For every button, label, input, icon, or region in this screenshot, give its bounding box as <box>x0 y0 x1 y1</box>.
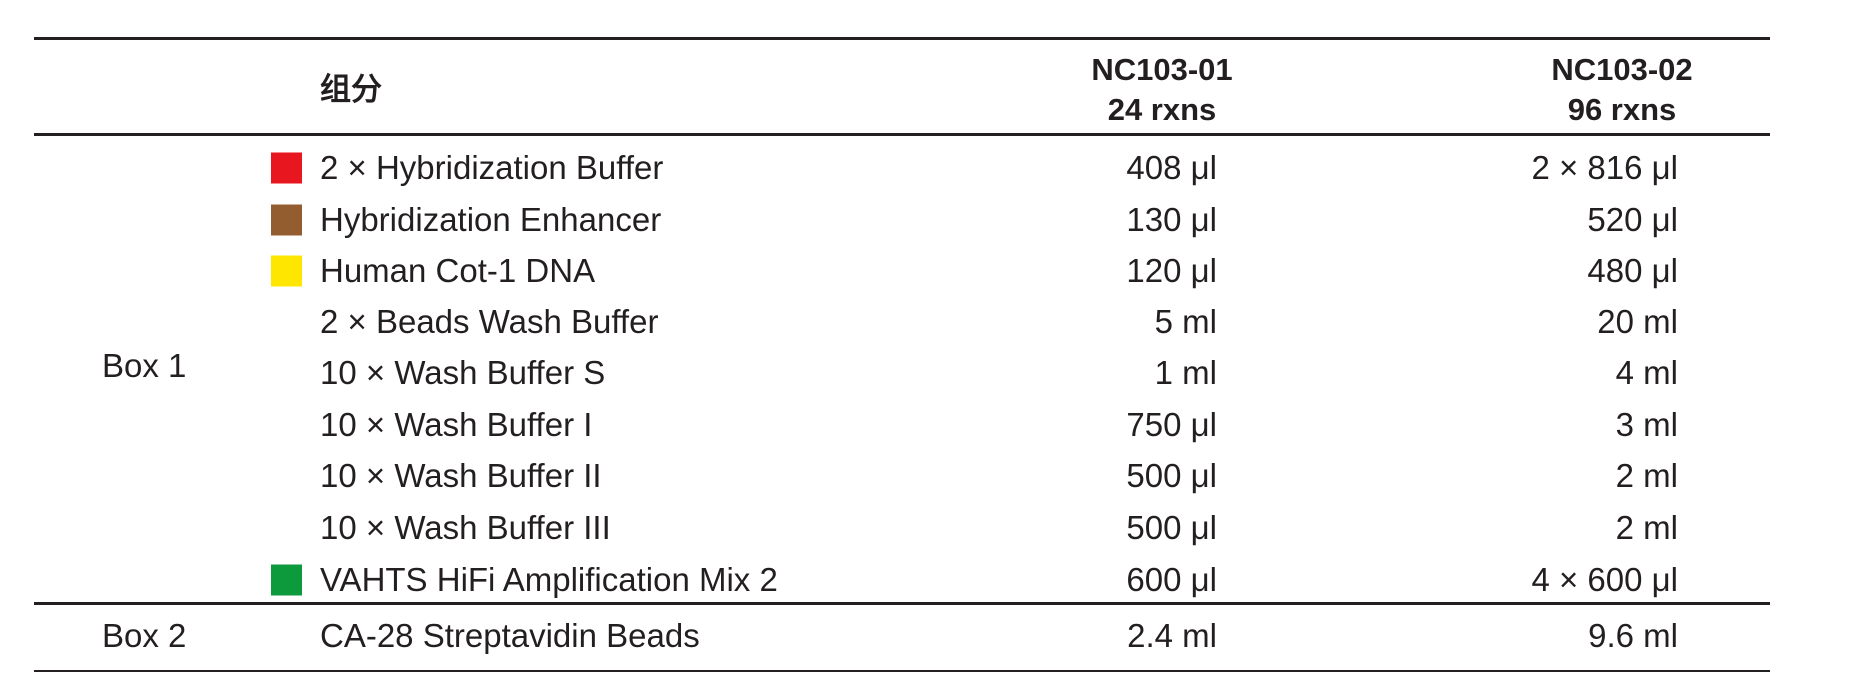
column-code: NC103-01 <box>1091 52 1233 87</box>
amount: 5 ml <box>1154 303 1217 340</box>
amount: 2 ml <box>1615 509 1678 546</box>
amount: 9.6 ml <box>1588 617 1678 654</box>
amount: 4 ml <box>1615 354 1678 391</box>
amount: 2.4 ml <box>1127 617 1217 654</box>
color-swatch <box>271 255 302 287</box>
amount: 2 ml <box>1615 457 1678 494</box>
amount: 4 × 600 μl <box>1531 561 1678 598</box>
amount: 500 μl <box>1126 457 1217 494</box>
amount: 130 μl <box>1126 201 1217 238</box>
component-name: 10 × Wash Buffer III <box>320 509 611 546</box>
component-name: Human Cot-1 DNA <box>320 252 596 289</box>
component-name: 2 × Hybridization Buffer <box>320 149 664 186</box>
amount: 500 μl <box>1126 509 1217 546</box>
component-name: 10 × Wash Buffer S <box>320 354 606 391</box>
amount: 1 ml <box>1154 354 1217 391</box>
component-header: 组分 <box>320 72 382 107</box>
amount: 408 μl <box>1126 149 1217 186</box>
amount: 20 ml <box>1597 303 1678 340</box>
component-name: 2 × Beads Wash Buffer <box>320 303 659 340</box>
color-swatch <box>271 204 302 236</box>
amount: 480 μl <box>1587 252 1678 289</box>
component-name: 10 × Wash Buffer II <box>320 457 602 494</box>
component-name: CA-28 Streptavidin Beads <box>320 617 700 654</box>
component-name: VAHTS HiFi Amplification Mix 2 <box>320 561 778 598</box>
amount: 2 × 816 μl <box>1531 149 1678 186</box>
group-label: Box 2 <box>102 617 187 654</box>
amount: 600 μl <box>1126 561 1217 598</box>
component-name: Hybridization Enhancer <box>320 201 662 238</box>
column-size: 24 rxns <box>1107 92 1217 127</box>
color-swatch <box>271 564 302 596</box>
color-swatch <box>271 152 302 184</box>
header-rule <box>34 133 1770 136</box>
column-code: NC103-02 <box>1551 52 1693 87</box>
group-rule <box>34 602 1770 605</box>
top-rule <box>34 37 1770 40</box>
group-label: Box 1 <box>102 347 187 384</box>
amount: 3 ml <box>1615 406 1678 443</box>
amount: 120 μl <box>1126 252 1217 289</box>
amount: 520 μl <box>1587 201 1678 238</box>
amount: 750 μl <box>1126 406 1217 443</box>
column-size: 96 rxns <box>1567 92 1677 127</box>
bottom-rule <box>34 670 1770 672</box>
component-name: 10 × Wash Buffer I <box>320 406 593 443</box>
